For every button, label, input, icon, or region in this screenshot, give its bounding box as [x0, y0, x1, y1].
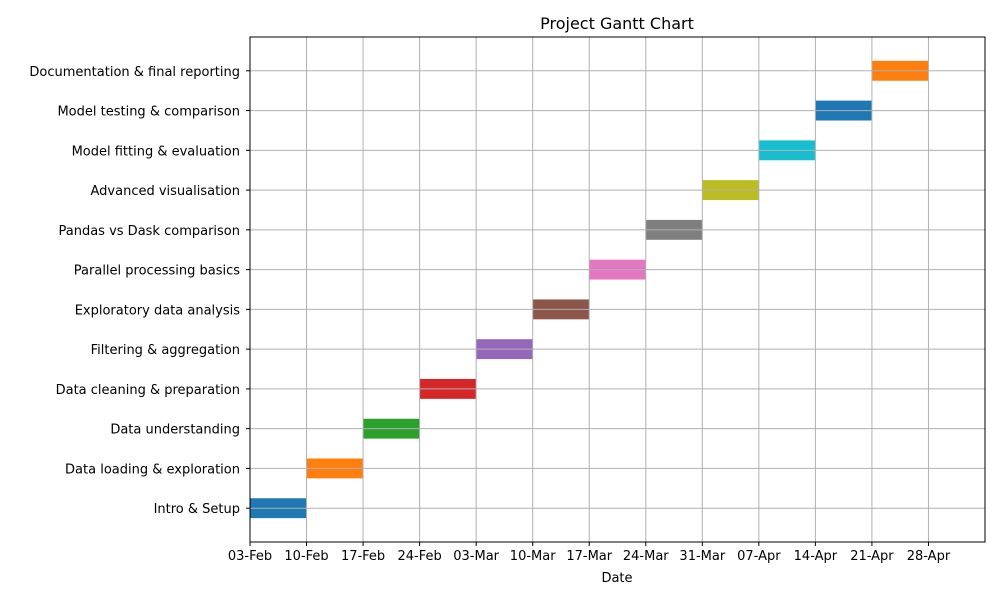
task-label: Data loading & exploration: [65, 462, 240, 477]
tick-layer: 03-Feb 10-Feb 17-Feb 24-Feb 03-Mar 10-Mar 17-M…: [29, 65, 950, 564]
x-tick-label: 03-Feb: [228, 549, 272, 564]
x-tick-label: 21-Apr: [850, 549, 894, 564]
x-tick-label: 03-Mar: [453, 549, 499, 564]
x-tick-label: 17-Mar: [566, 549, 612, 564]
task-label: Model testing & comparison: [57, 105, 240, 120]
task-label: Exploratory data analysis: [75, 303, 241, 318]
task-label: Pandas vs Dask comparison: [59, 224, 241, 239]
task-label: Data cleaning & preparation: [56, 383, 240, 398]
x-tick-label: 07-Apr: [737, 549, 781, 564]
task-label: Documentation & final reporting: [29, 65, 240, 80]
plot-frame: [249, 36, 986, 543]
x-tick-label: 10-Feb: [284, 549, 328, 564]
task-label: Filtering & aggregation: [91, 343, 240, 358]
x-tick-label: 31-Mar: [679, 549, 725, 564]
x-tick-label: 24-Feb: [397, 549, 441, 564]
x-tick-label: 24-Mar: [623, 549, 669, 564]
x-axis-label: Date: [601, 571, 632, 586]
x-tick-label: 28-Apr: [907, 549, 951, 564]
x-tick-label: 14-Apr: [794, 549, 838, 564]
chart-title: Project Gantt Chart: [540, 14, 694, 33]
task-label: Data understanding: [110, 423, 240, 438]
x-tick-label: 10-Mar: [510, 549, 556, 564]
task-label: Advanced visualisation: [91, 184, 241, 199]
grid-layer: [249, 37, 985, 542]
task-label: Model fitting & evaluation: [72, 144, 240, 159]
task-label: Parallel processing basics: [74, 264, 240, 279]
x-tick-label: 17-Feb: [341, 549, 385, 564]
task-label: Intro & Setup: [154, 502, 240, 517]
